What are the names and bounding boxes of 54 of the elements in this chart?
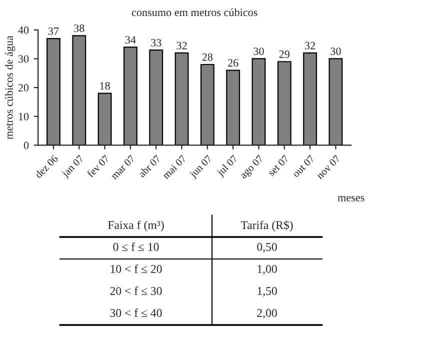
y-tick-label: 10 (18, 112, 29, 120)
data-label: 37 (48, 27, 59, 35)
x-tick-label: jul 07 (216, 154, 240, 178)
text: 0,50 (257, 242, 277, 253)
bar (328, 58, 343, 146)
text: 1,00 (258, 264, 277, 275)
text: 2,00 (257, 308, 277, 319)
text: 0 ≤ f ≤ 10 (113, 242, 159, 251)
bar (98, 92, 112, 146)
bar (46, 38, 60, 146)
text: Faixa f (m³) (108, 220, 164, 232)
text: 20 < f ≤ 30 (110, 286, 162, 295)
bar (174, 52, 189, 146)
text: Tarifa (R$) (240, 220, 293, 232)
bar (226, 70, 240, 146)
data-label: 29 (279, 50, 290, 58)
text: 1,50 (258, 286, 277, 297)
data-label: 32 (305, 42, 315, 50)
x-tick-label: dez 06 (34, 154, 58, 179)
data-label: 30 (330, 48, 341, 56)
data-label: 30 (254, 48, 264, 56)
bar (200, 64, 214, 146)
x-tick-label: out 07 (292, 154, 316, 178)
bar (123, 46, 138, 146)
chart-title: consumo em metros cúbicos (132, 8, 258, 16)
bar (277, 61, 292, 146)
x-tick-label: set 07 (268, 154, 290, 176)
data-label: 34 (125, 36, 136, 44)
x-tick-label: jan 07 (60, 154, 86, 180)
x-tick-label: fev 07 (86, 154, 110, 178)
bar (303, 52, 318, 146)
text: 30 < f ≤ 40 (110, 308, 162, 317)
bar (72, 35, 86, 146)
y-tick-label: 40 (18, 26, 29, 34)
x-tick-label: abr 07 (138, 154, 162, 178)
y-tick-label: 0 (24, 142, 29, 150)
y-tick-label: 20 (18, 84, 29, 92)
x-tick-label: ago 07 (239, 154, 266, 180)
data-label: 33 (151, 38, 162, 46)
data-label: 18 (100, 82, 110, 90)
y-tick-label: 30 (18, 55, 29, 63)
data-label: 32 (176, 42, 187, 50)
x-tick-label: mai 07 (162, 154, 187, 180)
x-tick-label: mar 07 (110, 154, 136, 180)
bar (252, 58, 266, 146)
text: 10 < f ≤ 20 (110, 264, 162, 273)
bar (149, 50, 164, 146)
x-tick-label: jun 07 (188, 154, 214, 180)
data-label: 28 (202, 53, 213, 61)
x-axis-title: meses (338, 196, 364, 202)
x-tick-label: nov 07 (316, 154, 341, 180)
y-axis-title: metros cúbicos de água (5, 36, 16, 140)
data-label: 26 (228, 59, 238, 67)
data-label: 38 (74, 24, 84, 32)
